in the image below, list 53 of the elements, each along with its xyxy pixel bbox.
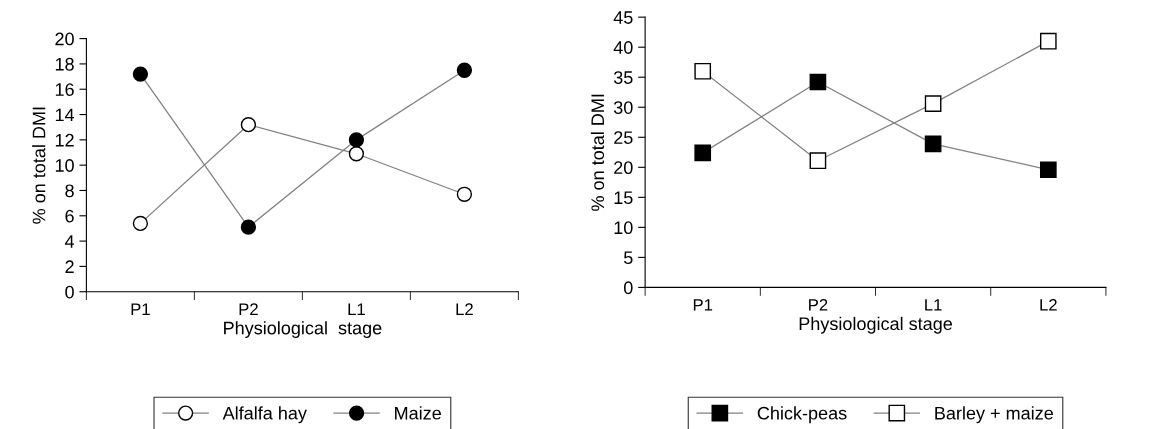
legend-label: Maize <box>395 406 441 420</box>
point <box>240 219 257 235</box>
y-tick-label: 0 <box>623 281 633 295</box>
point <box>809 73 827 91</box>
legend-label: Barley + maize <box>935 406 1053 424</box>
point <box>694 62 712 80</box>
y-tick-label: 18 <box>55 57 74 71</box>
point <box>924 135 942 153</box>
x-tick-label: P1 <box>693 299 713 311</box>
y-tick-label: 2 <box>65 260 74 273</box>
point <box>240 117 257 133</box>
x-axis-title: Physiological stage <box>224 321 382 338</box>
y-tick-label: 15 <box>614 191 633 205</box>
y-tick-label: 14 <box>55 108 75 122</box>
y-tick-label: 4 <box>64 235 75 248</box>
point <box>348 146 365 162</box>
point <box>132 215 149 232</box>
x-axis-title: Physiological stage <box>799 316 952 334</box>
point <box>348 132 365 148</box>
point <box>132 66 149 82</box>
x-tick-label: P2 <box>809 298 828 311</box>
y-tick-label: 20 <box>614 161 633 175</box>
y-tick-label: 25 <box>614 131 633 144</box>
point <box>1039 32 1057 50</box>
y-tick-label: 0 <box>65 285 74 299</box>
y-tick-label: 8 <box>65 184 74 198</box>
point <box>1039 161 1057 179</box>
x-tick-label: P2 <box>239 303 258 315</box>
y-tick-label: 16 <box>55 83 74 96</box>
y-tick-label: 45 <box>613 11 633 24</box>
point <box>456 62 473 78</box>
point <box>456 186 473 202</box>
y-tick-label: 30 <box>613 101 633 114</box>
y-tick-label: 20 <box>55 32 74 46</box>
x-tick-label: P1 <box>131 303 150 315</box>
y-tick-label: 10 <box>614 221 633 235</box>
legend-label: Alfalfa hay <box>222 406 307 424</box>
y-tick-label: 6 <box>65 209 74 223</box>
legend-label: Chick-peas <box>757 406 847 424</box>
x-tick-label: L2 <box>456 303 473 315</box>
x-tick-label: L1 <box>925 299 942 311</box>
point <box>809 152 827 170</box>
y-tick-label: 10 <box>55 159 74 172</box>
y-tick-label: 35 <box>613 71 633 84</box>
y-tick-label: 40 <box>613 41 633 54</box>
x-tick-label: L2 <box>1040 298 1057 311</box>
y-axis-title: % on total DMI <box>590 94 605 211</box>
y-tick-label: 5 <box>624 251 633 265</box>
point <box>924 95 942 112</box>
y-tick-label: 12 <box>55 133 74 147</box>
point <box>694 144 712 162</box>
x-tick-label: L1 <box>348 303 365 315</box>
y-axis-title: % on total DMI <box>32 107 46 224</box>
